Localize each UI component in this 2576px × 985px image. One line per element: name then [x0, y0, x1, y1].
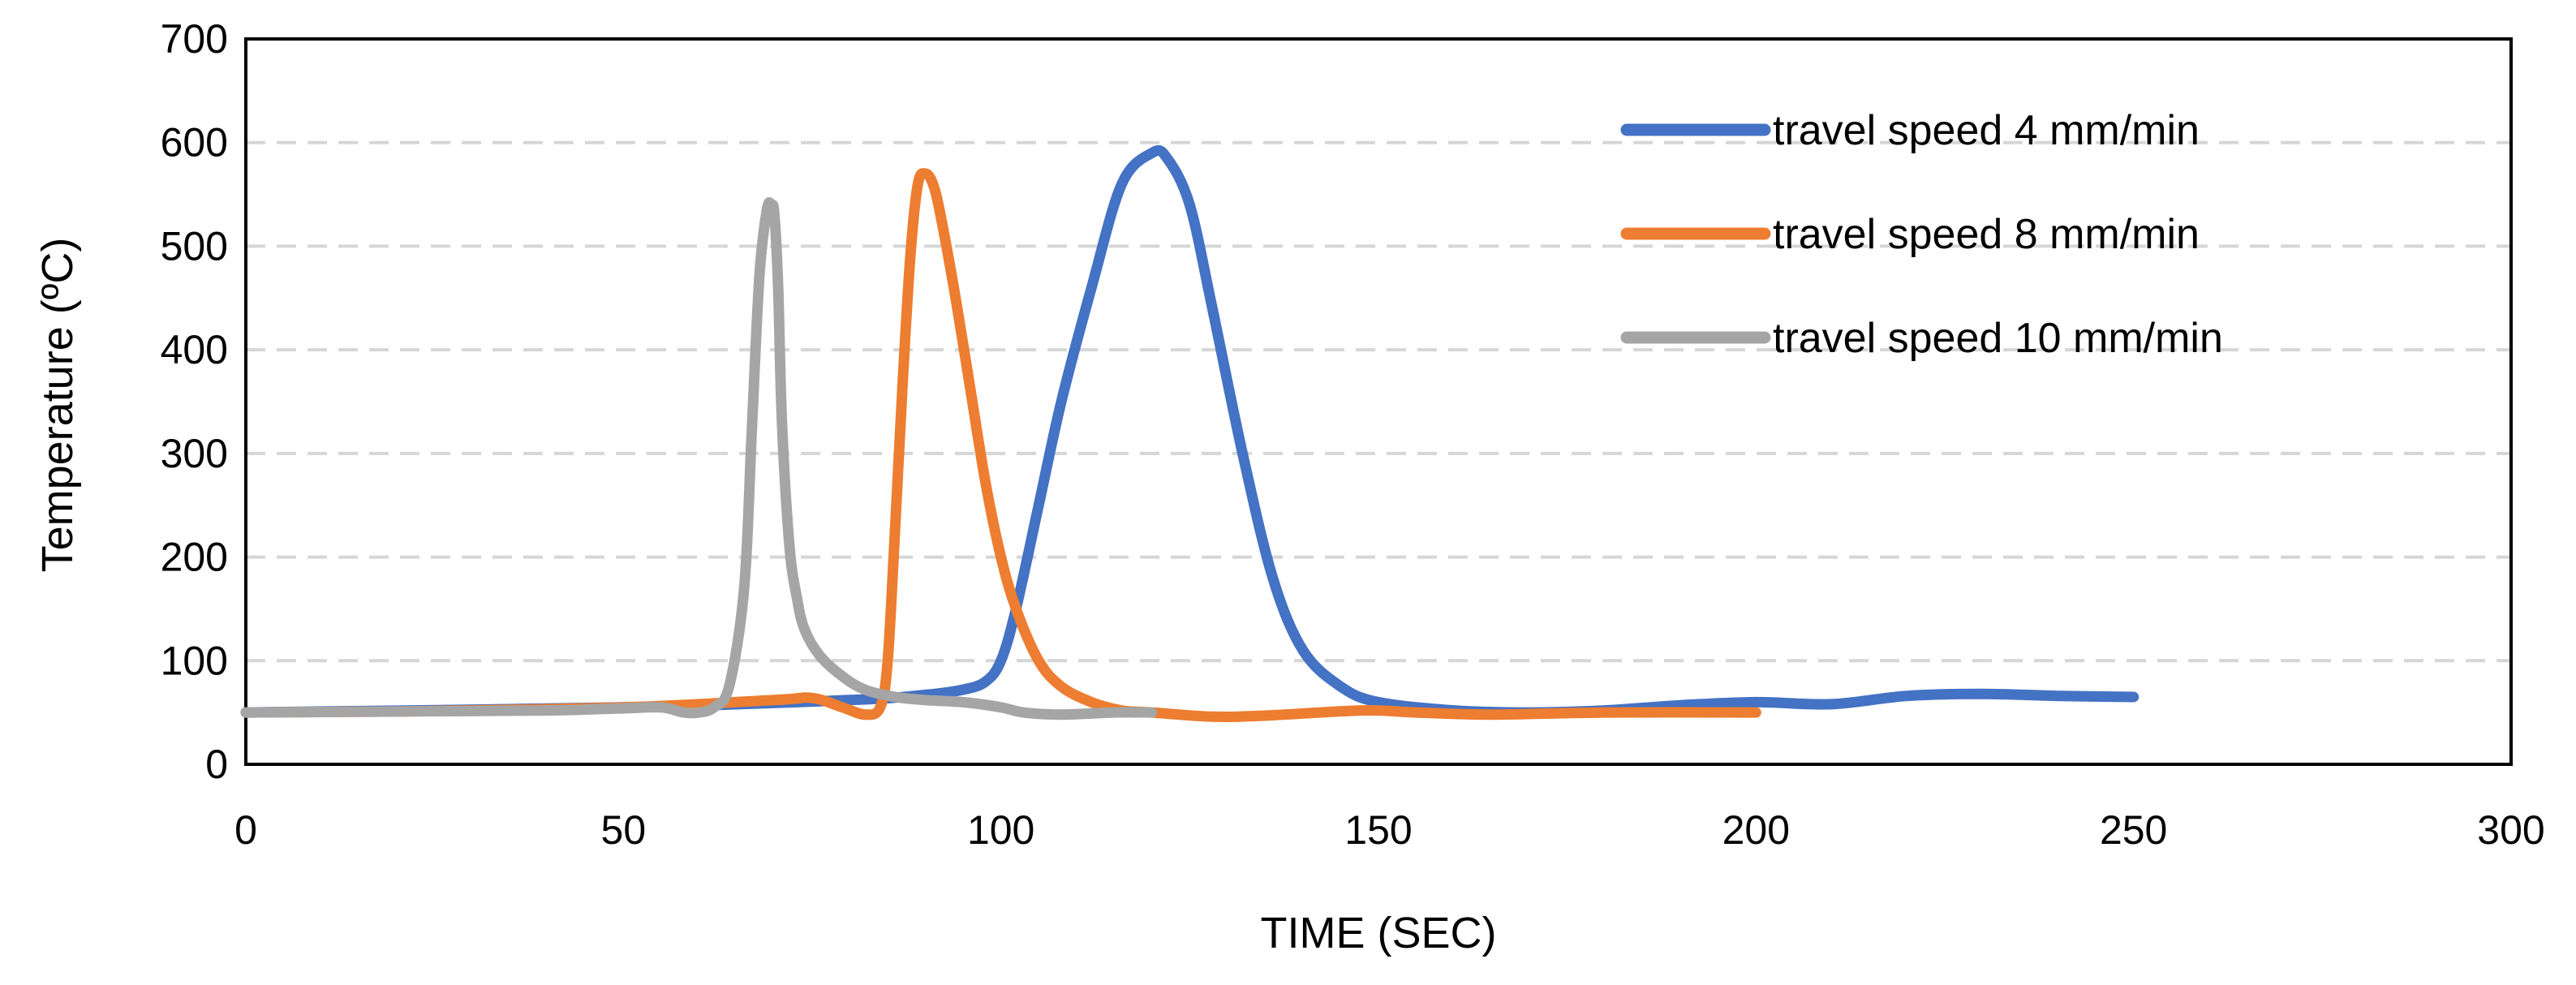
y-axis-ticks: 0 100 200 300 400 500 600 700 — [161, 16, 228, 787]
y-tick-label: 200 — [161, 535, 228, 580]
x-axis-ticks: 0 50 100 150 200 250 300 — [234, 807, 2545, 853]
y-tick-label: 0 — [205, 742, 228, 787]
y-tick-label: 600 — [161, 120, 228, 166]
series-line-2 — [240, 168, 1761, 723]
x-tick-label: 150 — [1344, 807, 1412, 853]
y-axis-title: Temperature (ºC) — [33, 238, 82, 573]
y-tick-label: 500 — [161, 223, 228, 269]
gridlines — [246, 140, 2511, 663]
y-tick-label: 300 — [161, 431, 228, 476]
series-line-1 — [240, 144, 2139, 718]
legend: travel speed 4 mm/min travel speed 8 mm/m… — [1620, 107, 2223, 362]
y-tick-label: 700 — [161, 16, 228, 62]
legend-label-1: travel speed 4 mm/min — [1773, 107, 2200, 154]
x-tick-label: 50 — [601, 807, 647, 853]
y-tick-label: 400 — [161, 327, 228, 372]
legend-label-3: travel speed 10 mm/min — [1773, 315, 2223, 362]
x-tick-label: 200 — [1722, 807, 1790, 853]
legend-label-2: travel speed 8 mm/min — [1773, 211, 2200, 258]
series-lines — [240, 144, 2139, 723]
x-tick-label: 0 — [234, 807, 257, 853]
series-line-3 — [240, 197, 1158, 720]
y-tick-label: 100 — [161, 638, 228, 683]
x-axis-title: TIME (SEC) — [1261, 909, 1497, 957]
x-tick-label: 250 — [2100, 807, 2167, 853]
x-tick-label: 300 — [2477, 807, 2544, 853]
x-tick-label: 100 — [967, 807, 1034, 853]
plot-area-frame — [244, 37, 2513, 766]
